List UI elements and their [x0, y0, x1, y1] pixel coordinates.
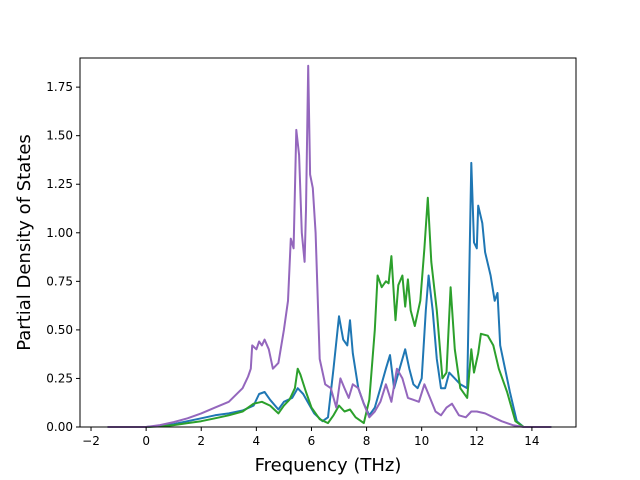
- x-tick-label: 14: [524, 434, 539, 448]
- x-tick-label: 8: [363, 434, 371, 448]
- plot-frame: [79, 57, 577, 428]
- series-line-2: [107, 196, 552, 428]
- x-tick-label: −2: [82, 434, 100, 448]
- series-line-1: [107, 161, 552, 428]
- x-tick-label: 0: [142, 434, 150, 448]
- y-tick-label: 0.25: [46, 371, 73, 385]
- y-axis-label: Partial Density of States: [14, 134, 35, 351]
- x-tick-label: 10: [414, 434, 429, 448]
- y-tick-label: 0.75: [46, 274, 73, 288]
- y-tick-label: 0.50: [46, 323, 73, 337]
- x-tick-label: 12: [469, 434, 484, 448]
- series-line-3: [107, 64, 552, 428]
- series-layer: [107, 64, 552, 428]
- x-tick-label: 6: [308, 434, 316, 448]
- y-axis-ticks: 0.00 0.25 0.50 0.75 1.00 1.25 1.50 1.75: [46, 80, 80, 434]
- y-tick-label: 0.00: [46, 420, 73, 434]
- y-tick-label: 1.50: [46, 129, 73, 143]
- y-tick-label: 1.00: [46, 226, 73, 240]
- y-tick-label: 1.75: [46, 80, 73, 94]
- y-tick-label: 1.25: [46, 177, 73, 191]
- x-tick-label: 4: [253, 434, 261, 448]
- x-axis-label: Frequency (THz): [255, 455, 402, 476]
- x-tick-label: 2: [197, 434, 205, 448]
- x-axis-ticks: −2 0 2 4 6 8 10 12 14: [82, 427, 540, 448]
